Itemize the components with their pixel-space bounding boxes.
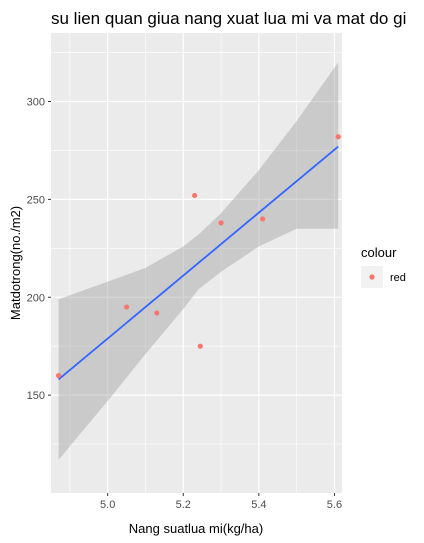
y-axis-ticks: 150 200 250 300 xyxy=(27,97,51,402)
data-point xyxy=(218,220,224,226)
grid-minor xyxy=(51,33,342,493)
y-tick-label: 300 xyxy=(27,97,45,109)
x-tick-label: 5.2 xyxy=(176,499,191,511)
confidence-band xyxy=(58,62,339,460)
y-axis-title: Matdotrong(no./m2) xyxy=(8,206,23,320)
data-point xyxy=(154,310,160,316)
plot-panel xyxy=(51,33,342,493)
legend: colour red xyxy=(361,245,406,288)
y-tick-label: 150 xyxy=(27,390,45,402)
data-point xyxy=(192,192,198,199)
x-tick-label: 5.0 xyxy=(100,499,115,511)
legend-label-red: red xyxy=(390,272,406,284)
x-axis-title: Nang suatlua mi(kg/ha) xyxy=(129,521,263,536)
data-point xyxy=(55,372,62,379)
x-tick-label: 5.6 xyxy=(327,499,342,511)
data-point xyxy=(123,304,130,310)
regression-line xyxy=(57,145,339,381)
data-points xyxy=(55,134,341,379)
legend-title: colour xyxy=(361,245,397,260)
data-point xyxy=(335,134,341,140)
x-tick-label: 5.4 xyxy=(251,499,266,511)
data-point xyxy=(260,216,266,222)
chart-title: su lien quan giua nang xuat lua mi va ma… xyxy=(51,9,406,28)
y-tick-label: 200 xyxy=(27,292,45,304)
legend-key-point xyxy=(369,274,375,280)
data-point xyxy=(197,343,203,349)
y-tick-label: 250 xyxy=(27,194,45,206)
grid-major xyxy=(51,33,342,493)
x-axis-ticks: 5.0 5.2 5.4 5.6 xyxy=(100,493,342,511)
